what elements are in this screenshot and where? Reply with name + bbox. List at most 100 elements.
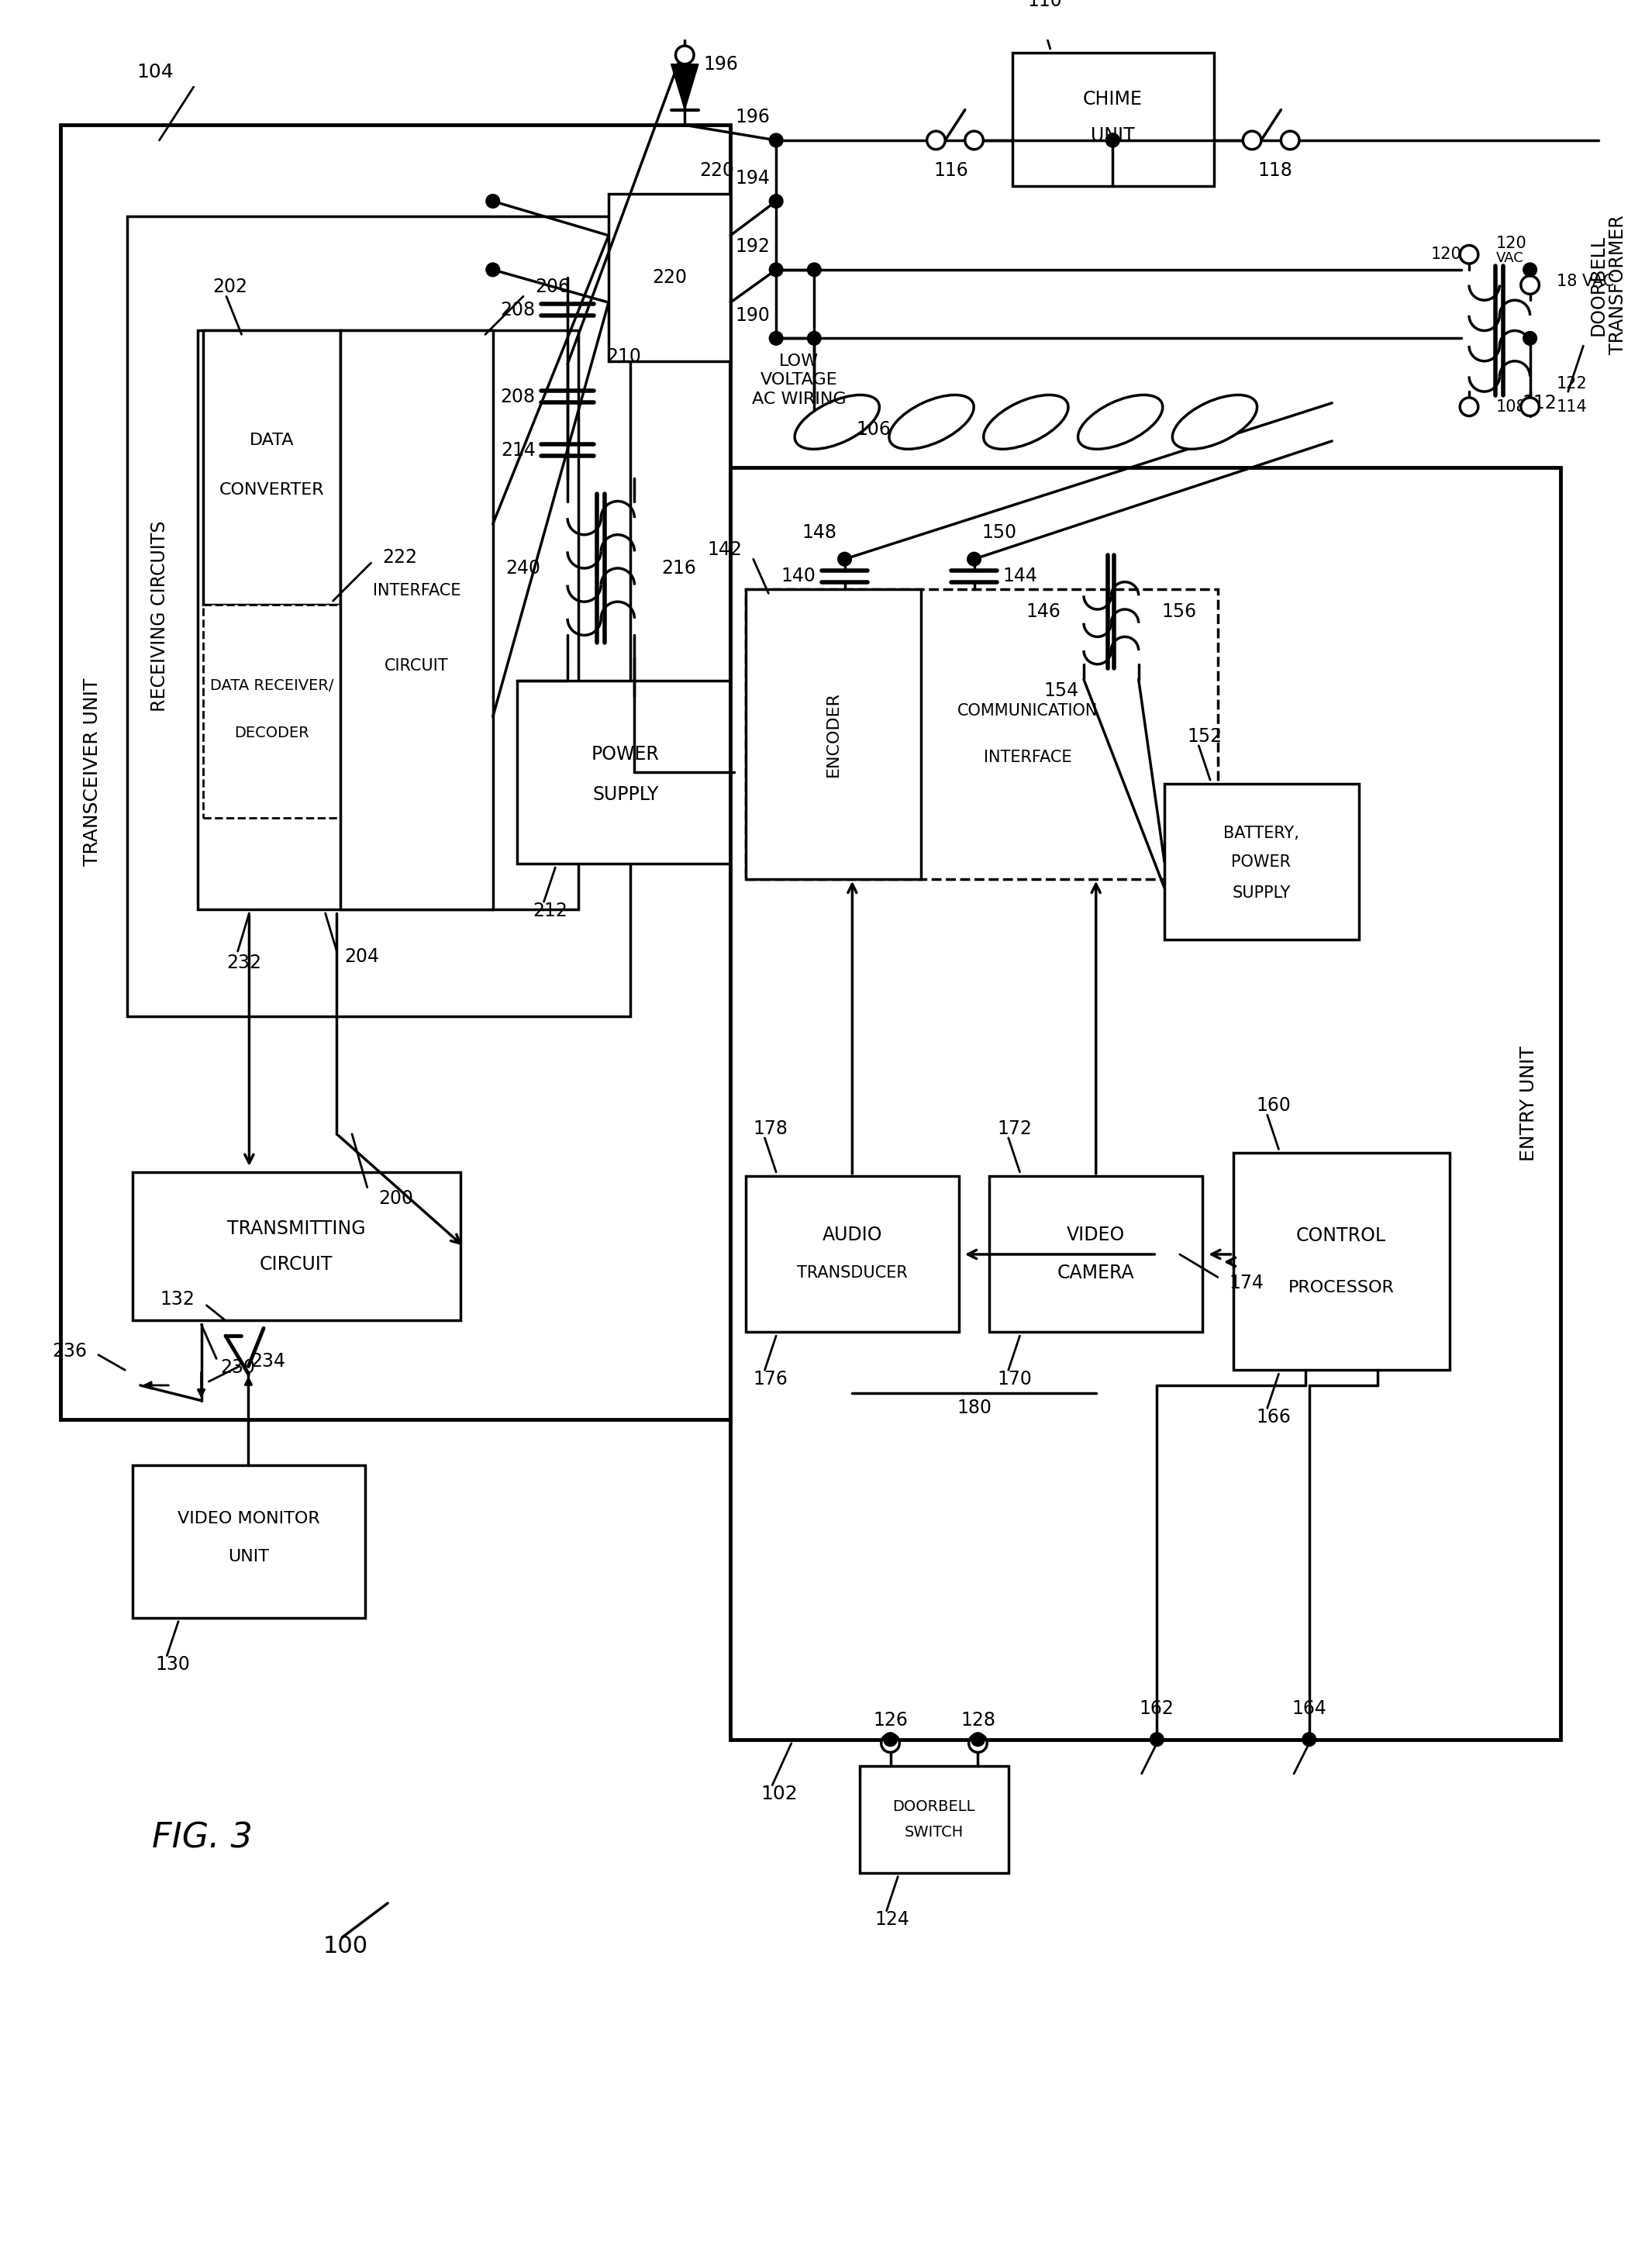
Text: 216: 216 [661, 558, 695, 578]
Text: 208: 208 [501, 388, 535, 406]
Circle shape [965, 130, 983, 150]
Circle shape [770, 135, 783, 148]
Ellipse shape [983, 395, 1069, 448]
Text: DATA RECEIVER/: DATA RECEIVER/ [210, 679, 334, 693]
Text: 164: 164 [1292, 1699, 1327, 1717]
Text: POWER: POWER [591, 744, 659, 762]
Text: UNIT: UNIT [1090, 126, 1135, 146]
Ellipse shape [795, 395, 879, 448]
Text: 166: 166 [1256, 1408, 1290, 1426]
Text: 170: 170 [996, 1370, 1032, 1388]
Text: 112: 112 [1521, 395, 1556, 413]
Circle shape [808, 262, 821, 276]
Text: CHIME: CHIME [1084, 90, 1143, 108]
Circle shape [1280, 130, 1298, 150]
Text: CONVERTER: CONVERTER [220, 482, 324, 498]
Text: VIDEO MONITOR: VIDEO MONITOR [177, 1511, 319, 1527]
Text: 128: 128 [960, 1711, 996, 1729]
Text: 192: 192 [735, 238, 770, 256]
Text: 172: 172 [996, 1119, 1032, 1139]
Text: 196: 196 [704, 54, 738, 74]
Text: 146: 146 [1026, 603, 1061, 621]
Circle shape [1105, 135, 1120, 148]
Text: ENCODER: ENCODER [826, 691, 841, 778]
Bar [203, 330, 340, 605]
Text: 106: 106 [856, 419, 890, 439]
Text: 196: 196 [735, 108, 770, 128]
Text: COMMUNICATION: COMMUNICATION [957, 704, 1097, 720]
Bar [197, 330, 578, 910]
Text: 120: 120 [1431, 247, 1462, 262]
Bar [730, 469, 1561, 1740]
Text: CIRCUIT: CIRCUIT [385, 659, 449, 675]
Text: CIRCUIT: CIRCUIT [259, 1256, 334, 1273]
Circle shape [968, 552, 981, 565]
Circle shape [1521, 397, 1540, 417]
Ellipse shape [1079, 395, 1163, 448]
Text: 116: 116 [933, 161, 968, 179]
Text: 200: 200 [378, 1191, 413, 1208]
Bar [608, 193, 730, 361]
Text: 118: 118 [1257, 161, 1292, 179]
Text: PROCESSOR: PROCESSOR [1289, 1280, 1394, 1296]
Circle shape [676, 45, 694, 65]
Text: ENTRY UNIT: ENTRY UNIT [1520, 1045, 1538, 1161]
Text: 126: 126 [872, 1711, 907, 1729]
Text: RECEIVING CIRCUITS: RECEIVING CIRCUITS [150, 520, 169, 711]
Text: 160: 160 [1256, 1096, 1290, 1114]
Polygon shape [671, 65, 699, 110]
Text: 120: 120 [1495, 235, 1526, 251]
Text: 208: 208 [501, 300, 535, 318]
Text: VOLTAGE: VOLTAGE [760, 372, 838, 388]
Text: 214: 214 [501, 442, 535, 460]
Text: UNIT: UNIT [228, 1549, 269, 1565]
Text: TRANSDUCER: TRANSDUCER [796, 1264, 907, 1280]
Text: VAC: VAC [1495, 251, 1523, 265]
Text: POWER: POWER [1231, 854, 1290, 870]
Text: 156: 156 [1161, 603, 1196, 621]
Text: 154: 154 [1044, 682, 1079, 700]
Bar [990, 1175, 1203, 1332]
Text: 232: 232 [226, 953, 261, 973]
Bar [745, 590, 920, 879]
Text: 230: 230 [220, 1359, 254, 1377]
Circle shape [1460, 244, 1479, 265]
Circle shape [1523, 262, 1536, 276]
Text: 148: 148 [803, 522, 838, 543]
Text: 180: 180 [957, 1399, 991, 1417]
Bar [132, 1173, 461, 1321]
Text: AUDIO: AUDIO [823, 1226, 882, 1244]
Text: TRANSFORMER: TRANSFORMER [1609, 215, 1627, 354]
Text: DOORBELL: DOORBELL [1589, 235, 1607, 336]
Text: 124: 124 [876, 1910, 910, 1928]
Circle shape [968, 1733, 986, 1753]
Text: 222: 222 [383, 549, 418, 567]
Text: INTERFACE: INTERFACE [373, 583, 461, 599]
Text: 102: 102 [762, 1785, 798, 1803]
Ellipse shape [889, 395, 973, 448]
Circle shape [1460, 397, 1479, 417]
Text: 204: 204 [344, 948, 380, 966]
Circle shape [770, 332, 783, 345]
Text: VIDEO: VIDEO [1067, 1226, 1125, 1244]
Text: DATA: DATA [249, 433, 294, 448]
Text: 110: 110 [1028, 0, 1062, 11]
Text: 104: 104 [137, 63, 173, 81]
Text: AC WIRING: AC WIRING [752, 392, 846, 408]
Text: 150: 150 [981, 522, 1016, 543]
Text: 220: 220 [699, 161, 733, 179]
Text: TRANSCEIVER UNIT: TRANSCEIVER UNIT [83, 679, 102, 865]
Text: DOORBELL: DOORBELL [892, 1800, 975, 1814]
Text: SUPPLY: SUPPLY [1232, 886, 1290, 901]
Text: 144: 144 [1003, 567, 1037, 585]
Circle shape [1105, 135, 1120, 148]
Text: LOW: LOW [780, 354, 819, 370]
Text: 18 VAC: 18 VAC [1556, 274, 1614, 289]
Bar [1232, 1152, 1450, 1370]
Text: 142: 142 [707, 540, 742, 558]
Circle shape [1150, 1733, 1163, 1747]
Text: 236: 236 [53, 1341, 88, 1361]
Text: 194: 194 [735, 168, 770, 188]
Text: INTERFACE: INTERFACE [983, 749, 1072, 765]
Bar [127, 217, 629, 1016]
